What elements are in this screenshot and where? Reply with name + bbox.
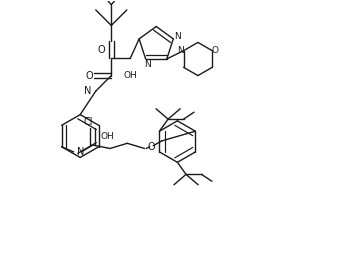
Text: N: N <box>144 60 151 69</box>
Text: OH: OH <box>101 132 115 141</box>
Text: O: O <box>148 142 155 152</box>
Text: N: N <box>174 32 181 41</box>
Text: O: O <box>85 71 93 81</box>
Text: O: O <box>98 45 105 55</box>
Text: O: O <box>212 46 219 55</box>
Text: N: N <box>84 86 91 96</box>
Text: OH: OH <box>124 71 137 80</box>
Text: N: N <box>177 46 184 55</box>
Text: Cl: Cl <box>84 117 93 127</box>
Text: N: N <box>77 147 85 157</box>
